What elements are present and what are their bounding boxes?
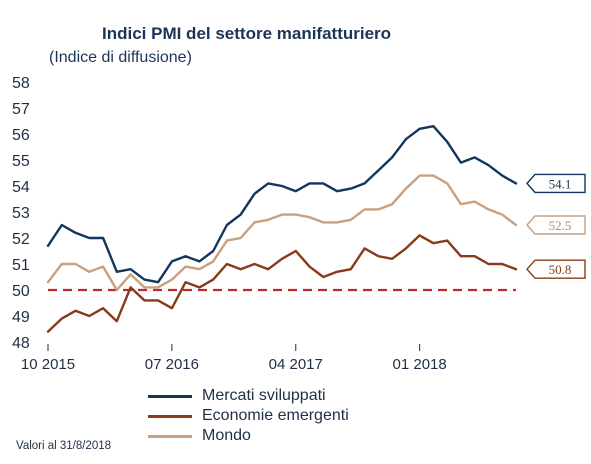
y-tick-label: 58: [12, 75, 30, 92]
chart-title: Indici PMI del settore manifatturiero: [102, 24, 392, 43]
end-label-text: 52.5: [549, 218, 572, 233]
end-label-box: [526, 173, 586, 194]
legend-item-mondo: Mondo: [148, 426, 349, 446]
end-label-box: [526, 215, 586, 235]
series-line-mercati-sviluppati: [46, 124, 518, 284]
legend: Mercati sviluppati Economie emergenti Mo…: [148, 386, 349, 446]
y-tick-label: 54: [12, 179, 30, 196]
y-tick-label: 57: [12, 101, 30, 118]
series-lines: [46, 124, 518, 333]
legend-item-mercati-sviluppati: Mercati sviluppati: [148, 386, 349, 406]
end-label-mondo: 52.5: [526, 215, 586, 235]
y-tick-label: 55: [12, 153, 30, 170]
end-labels: 54.1 50.8 52.5: [526, 173, 586, 279]
legend-swatch-mercati-sviluppati: [148, 394, 192, 398]
series-line-mondo: [46, 174, 518, 292]
end-label-box: [526, 259, 586, 279]
y-tick-label: 49: [12, 309, 30, 326]
x-tick-label: 07 2016: [145, 356, 199, 373]
legend-label: Mercati sviluppati: [202, 387, 326, 404]
legend-swatch-mondo: [148, 434, 192, 438]
y-axis-ticks: 48 49 50 51 52 53 54 55 56 57 58: [12, 75, 30, 352]
end-label-mercati-sviluppati: 54.1: [526, 173, 586, 194]
y-tick-label: 56: [12, 127, 30, 144]
x-axis-ticks: 10 2015 07 2016 04 2017 01 2018: [21, 344, 447, 373]
x-tick-label: 10 2015: [21, 356, 75, 373]
end-label-economie-emergenti: 50.8: [526, 259, 586, 279]
legend-swatch-economie-emergenti: [148, 414, 192, 418]
y-tick-label: 52: [12, 231, 30, 248]
legend-item-economie-emergenti: Economie emergenti: [148, 406, 349, 426]
footnote: Valori al 31/8/2018: [16, 440, 112, 452]
x-tick-label: 04 2017: [269, 356, 323, 373]
end-label-text: 50.8: [549, 262, 572, 277]
legend-label: Mondo: [202, 427, 251, 444]
y-tick-label: 50: [12, 283, 30, 300]
line-chart: 48 49 50 51 52 53 54 55 56 57 58 10 2015 07 2016 04 …: [12, 75, 586, 373]
end-label-text: 54.1: [549, 176, 572, 191]
series-line-economie-emergenti: [46, 234, 518, 333]
y-tick-label: 48: [12, 335, 30, 352]
y-tick-label: 51: [12, 257, 30, 274]
x-tick-label: 01 2018: [393, 356, 447, 373]
legend-label: Economie emergenti: [202, 407, 349, 424]
y-tick-label: 53: [12, 205, 30, 222]
chart-subtitle: (Indice di diffusione): [49, 49, 192, 66]
